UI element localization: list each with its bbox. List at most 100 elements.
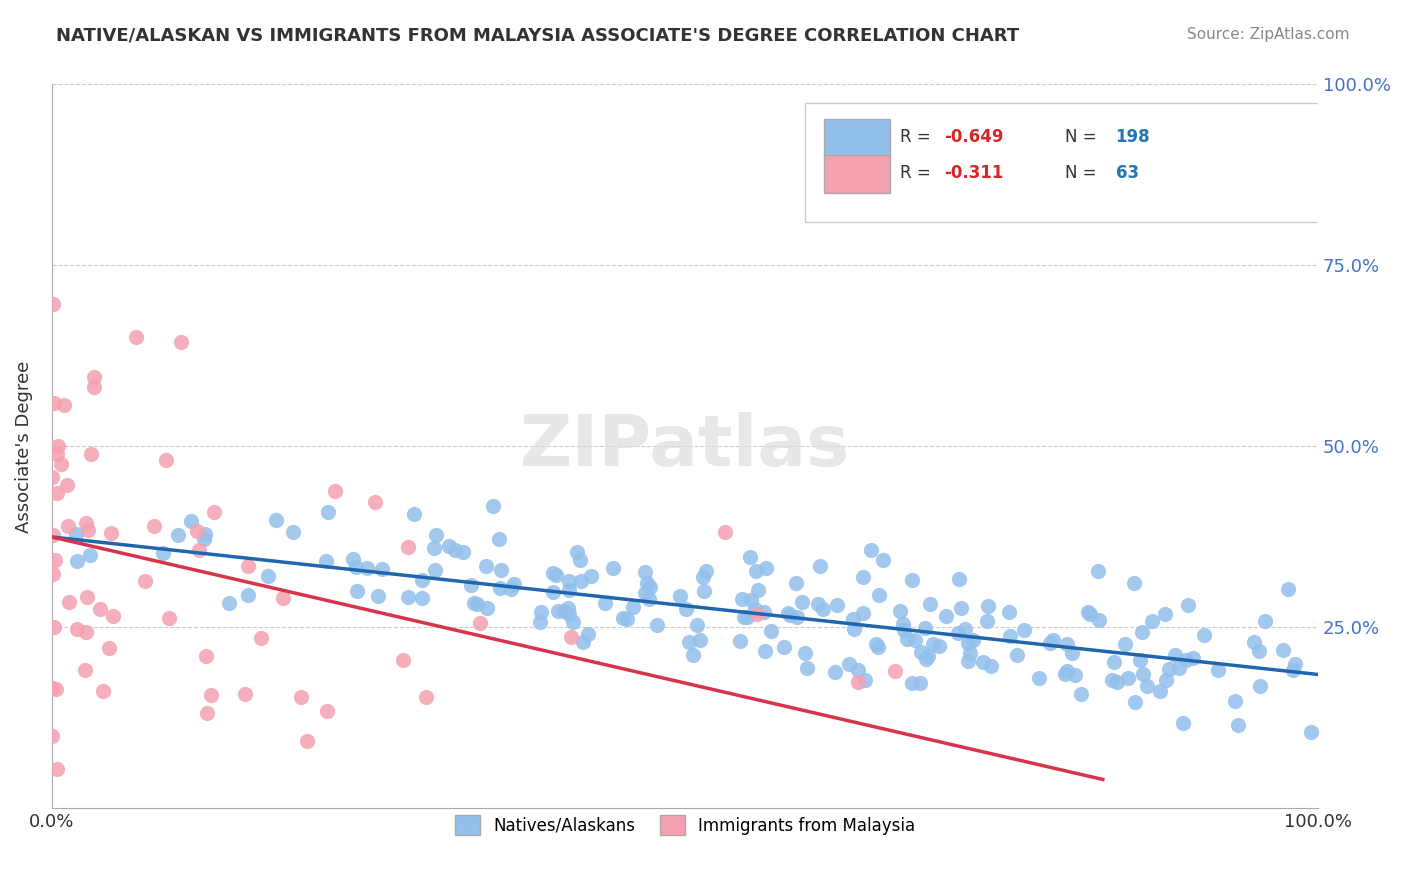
Point bbox=[675, 601, 697, 615]
Point bbox=[1028, 671, 1050, 685]
Point bbox=[557, 583, 579, 598]
Point bbox=[66, 554, 89, 568]
Point bbox=[544, 568, 567, 582]
Point bbox=[1078, 607, 1101, 621]
Point bbox=[1114, 637, 1136, 651]
Point bbox=[468, 616, 491, 631]
Point bbox=[572, 635, 595, 649]
Point bbox=[747, 583, 769, 598]
Point bbox=[91, 683, 114, 698]
Point bbox=[48, 439, 70, 453]
Point bbox=[1223, 694, 1246, 708]
Point bbox=[1088, 613, 1111, 627]
Point bbox=[1007, 648, 1029, 663]
Point bbox=[593, 596, 616, 610]
Point bbox=[75, 625, 97, 640]
Point bbox=[1101, 673, 1123, 688]
Point bbox=[900, 676, 922, 690]
Point bbox=[1053, 667, 1076, 681]
Point bbox=[1206, 664, 1229, 678]
Point bbox=[44, 396, 66, 410]
Point bbox=[1284, 657, 1306, 672]
Point bbox=[616, 612, 638, 626]
Point bbox=[344, 560, 367, 574]
Point bbox=[740, 593, 762, 607]
Point bbox=[998, 606, 1021, 620]
Point bbox=[859, 542, 882, 557]
FancyBboxPatch shape bbox=[824, 155, 890, 193]
Point bbox=[779, 608, 801, 623]
Point bbox=[910, 645, 932, 659]
Point bbox=[571, 574, 593, 589]
Point bbox=[686, 617, 709, 632]
Point bbox=[1227, 718, 1250, 732]
Point bbox=[824, 665, 846, 679]
Point bbox=[668, 590, 690, 604]
Text: -0.649: -0.649 bbox=[945, 128, 1004, 145]
Legend: Natives/Alaskans, Immigrants from Malaysia: Natives/Alaskans, Immigrants from Malays… bbox=[446, 806, 924, 844]
Point bbox=[980, 659, 1002, 673]
Point bbox=[893, 623, 915, 637]
Point bbox=[367, 589, 389, 603]
Point bbox=[731, 592, 754, 607]
Point bbox=[125, 330, 148, 344]
Point bbox=[852, 570, 875, 584]
Point bbox=[1039, 636, 1062, 650]
Point bbox=[1175, 653, 1198, 667]
Point bbox=[76, 524, 98, 538]
Point bbox=[202, 505, 225, 519]
Point bbox=[1249, 680, 1271, 694]
Point bbox=[562, 615, 585, 630]
Point bbox=[281, 524, 304, 539]
Point bbox=[733, 610, 755, 624]
Point bbox=[811, 602, 834, 616]
Point bbox=[422, 541, 444, 555]
Point bbox=[80, 447, 103, 461]
Point bbox=[194, 527, 217, 541]
Point bbox=[853, 673, 876, 687]
Point bbox=[744, 601, 766, 615]
Point bbox=[1012, 623, 1035, 637]
Point bbox=[1254, 614, 1277, 628]
Point bbox=[872, 553, 894, 567]
Point bbox=[866, 640, 889, 655]
Point bbox=[1181, 651, 1204, 665]
Point bbox=[946, 625, 969, 640]
Point bbox=[1192, 628, 1215, 642]
Text: 198: 198 bbox=[1115, 128, 1150, 145]
Point bbox=[772, 640, 794, 655]
Point bbox=[957, 654, 980, 668]
Point bbox=[180, 514, 202, 528]
Point bbox=[735, 610, 758, 624]
Text: -0.311: -0.311 bbox=[945, 164, 1004, 182]
Point bbox=[825, 599, 848, 613]
Point bbox=[1157, 662, 1180, 676]
Point bbox=[678, 634, 700, 648]
Point bbox=[83, 369, 105, 384]
Point bbox=[785, 575, 807, 590]
Point bbox=[83, 380, 105, 394]
Point bbox=[235, 687, 257, 701]
Point bbox=[1062, 646, 1084, 660]
Point bbox=[953, 622, 976, 636]
Point bbox=[501, 582, 523, 596]
Point bbox=[917, 648, 939, 663]
Point bbox=[75, 516, 97, 530]
Point bbox=[901, 573, 924, 587]
Point bbox=[637, 592, 659, 607]
Point bbox=[957, 635, 980, 649]
Point bbox=[58, 595, 80, 609]
Point bbox=[560, 630, 582, 644]
Point bbox=[728, 634, 751, 648]
Point bbox=[865, 637, 887, 651]
Point bbox=[883, 665, 905, 679]
Point bbox=[569, 553, 592, 567]
Point bbox=[396, 541, 419, 555]
Point bbox=[918, 597, 941, 611]
Point bbox=[962, 632, 984, 647]
Point bbox=[935, 608, 957, 623]
Point bbox=[558, 607, 581, 621]
FancyBboxPatch shape bbox=[824, 120, 890, 157]
Point bbox=[1042, 633, 1064, 648]
Point bbox=[451, 544, 474, 558]
